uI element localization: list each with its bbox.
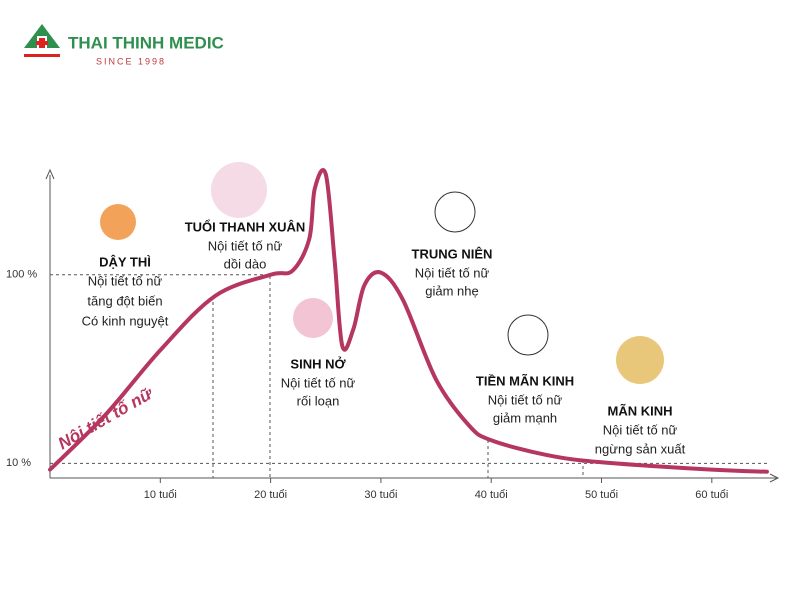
stage-text: Nội tiết tố nữ <box>88 273 163 288</box>
stage-annotation: MÃN KINH Nội tiết tố nữ ngừng sản xuất <box>595 403 686 456</box>
stage-text: giảm nhẹ <box>425 283 478 298</box>
illustration <box>507 314 549 356</box>
x-tick-label: 30 tuổi <box>364 489 397 501</box>
logo-cross <box>36 41 48 45</box>
stage-annotation: TIỀN MÃN KINH Nội tiết tố nữ giảm mạnh <box>476 373 574 425</box>
y-tick-label: 100 % <box>6 269 37 281</box>
stage-text: tăng đột biến <box>87 293 162 308</box>
stage-text: Nội tiết tố nữ <box>415 265 490 280</box>
logo: THAI THINH MEDIC SINCE 1998 <box>24 24 224 66</box>
illustration <box>434 191 476 233</box>
stage-text: rối loạn <box>297 393 340 408</box>
stage-annotation: TRUNG NIÊN Nội tiết tố nữ giảm nhẹ <box>412 246 493 298</box>
stage-text: Nội tiết tố nữ <box>603 422 678 437</box>
x-axis-arrow <box>769 473 780 483</box>
illustration <box>100 204 136 240</box>
y-axis-arrow <box>45 168 55 180</box>
stage-annotation: TUỔI THANH XUÂN Nội tiết tố nữ dồi dào <box>185 219 306 271</box>
illustrations <box>100 162 664 384</box>
stage-text: giảm mạnh <box>493 410 557 425</box>
stage-title: TUỔI THANH XUÂN <box>185 219 306 234</box>
logo-bar <box>24 54 60 57</box>
illustration <box>293 298 333 338</box>
stage-text: Nội tiết tố nữ <box>208 238 283 253</box>
stage-text: ngừng sản xuất <box>595 441 686 456</box>
x-tick-label: 60 tuổi <box>695 489 728 501</box>
stage-annotation: SINH NỞ Nội tiết tố nữ rối loạn <box>281 356 356 408</box>
illustration <box>616 336 664 384</box>
stage-title: DẬY THÌ <box>99 254 151 269</box>
logo-name: THAI THINH MEDIC <box>68 33 224 52</box>
stage-title: TRUNG NIÊN <box>412 246 493 261</box>
y-tick-label: 10 % <box>6 457 31 469</box>
illustration <box>211 162 267 218</box>
stage-dividers <box>212 276 584 478</box>
stage-title: SINH NỞ <box>290 356 346 371</box>
x-tick-label: 50 tuổi <box>585 489 618 501</box>
hormone-curve <box>48 167 769 474</box>
logo-tagline: SINCE 1998 <box>96 56 166 66</box>
stage-text: Nội tiết tố nữ <box>488 392 563 407</box>
stage-title: MÃN KINH <box>608 403 673 418</box>
x-tick-label: 10 tuổi <box>144 489 177 501</box>
stage-text: dồi dào <box>224 256 267 271</box>
x-tick-label: 40 tuổi <box>475 489 508 501</box>
stage-title: TIỀN MÃN KINH <box>476 373 574 388</box>
stage-text: Có kinh nguyệt <box>82 313 169 328</box>
stage-text: Nội tiết tố nữ <box>281 375 356 390</box>
stage-annotation: DẬY THÌ Nội tiết tố nữ tăng đột biến Có kin… <box>82 254 169 328</box>
x-tick-label: 20 tuổi <box>254 489 287 501</box>
